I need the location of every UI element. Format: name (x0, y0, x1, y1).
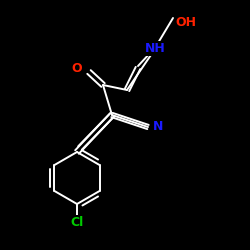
Text: NH: NH (144, 42, 166, 54)
Text: N: N (153, 120, 164, 134)
Text: Cl: Cl (70, 216, 84, 228)
Text: OH: OH (175, 16, 196, 28)
Text: O: O (72, 62, 82, 74)
